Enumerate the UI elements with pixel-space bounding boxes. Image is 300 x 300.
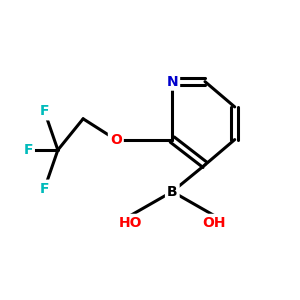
Text: HO: HO (119, 216, 142, 230)
Text: F: F (40, 104, 49, 118)
Text: O: O (110, 133, 122, 147)
Text: B: B (167, 184, 178, 199)
Text: F: F (40, 182, 49, 196)
Text: OH: OH (202, 216, 226, 230)
Text: N: N (167, 75, 178, 88)
Text: F: F (23, 143, 33, 157)
